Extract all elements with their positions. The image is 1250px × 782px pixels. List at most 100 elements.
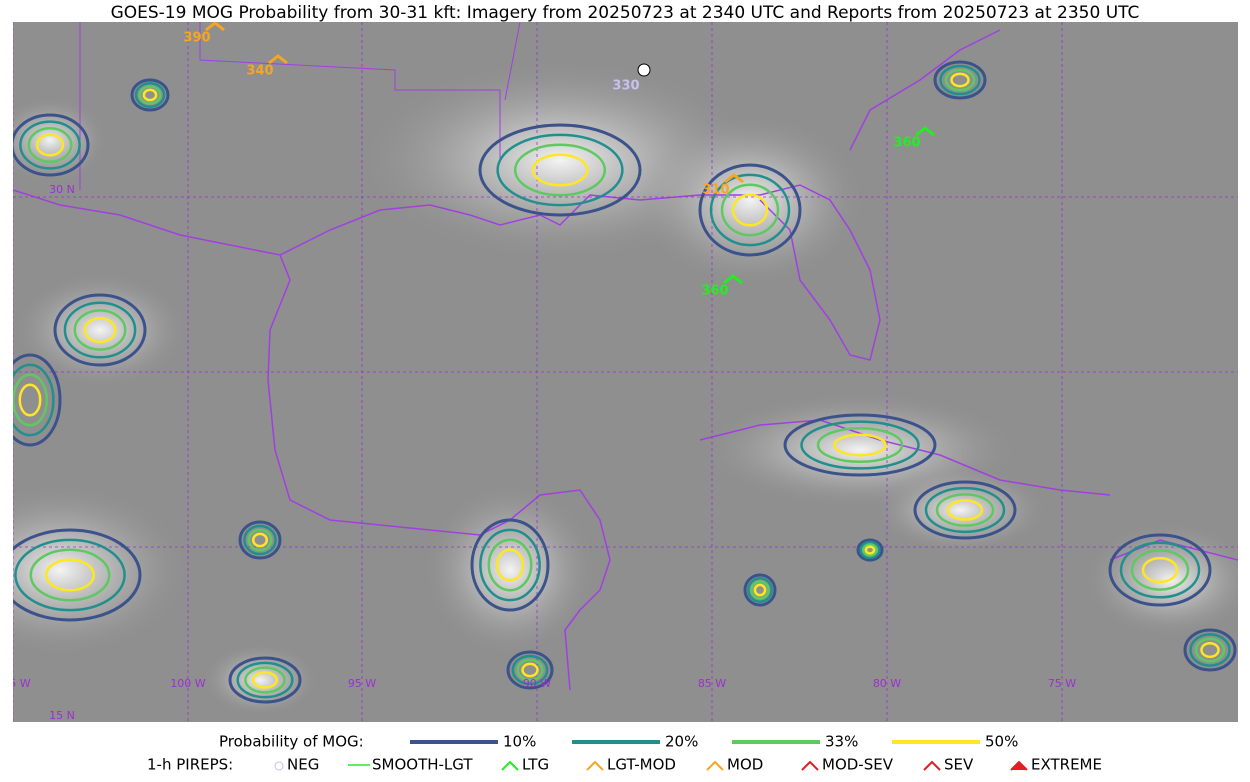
lat-label: 30 N [49, 183, 75, 196]
cuba-coastline [699, 419, 1238, 561]
contour [743, 573, 777, 607]
contour [753, 583, 767, 597]
contour [1130, 549, 1190, 591]
pirep-label: 390 [183, 31, 210, 46]
cloud [426, 486, 594, 654]
contour [138, 85, 162, 105]
contour [1108, 533, 1212, 607]
contour [13, 528, 142, 622]
contour [516, 658, 544, 682]
contour [720, 183, 780, 237]
contour [950, 72, 970, 88]
contour [935, 493, 995, 527]
contour [236, 661, 294, 699]
pirep-icon [915, 126, 935, 137]
cloud [1086, 524, 1238, 636]
pirep-icon [268, 54, 288, 65]
contour [1141, 556, 1179, 584]
legend-title: Probability of MOG: [219, 733, 364, 751]
contour [511, 654, 549, 686]
contour [247, 528, 273, 552]
contour [862, 543, 878, 557]
legend-icon [1010, 760, 1028, 771]
contour [513, 143, 607, 197]
contour [244, 666, 286, 694]
cloud [13, 486, 186, 654]
contour [228, 656, 302, 704]
legend-label: 20% [665, 733, 698, 751]
contour [487, 538, 533, 592]
contour [1194, 637, 1226, 663]
contour [27, 126, 73, 164]
contour [750, 580, 770, 600]
contour [800, 420, 920, 470]
contour [531, 153, 589, 187]
legend-label: EXTREME [1031, 756, 1102, 774]
cloud [876, 468, 1044, 552]
lon-label: 100 W [170, 677, 205, 690]
contour [747, 577, 773, 603]
contour [53, 293, 147, 367]
contour [495, 548, 525, 582]
pirep-label: 360 [701, 284, 728, 299]
contour [506, 650, 554, 690]
cloud [16, 274, 184, 386]
contour [856, 538, 884, 562]
contour [939, 64, 981, 96]
contour [14, 538, 126, 612]
contour [944, 68, 976, 92]
contour [29, 548, 111, 602]
legend-label: MOD [727, 756, 763, 774]
pirep-icon [723, 274, 743, 285]
map: 105 W 100 W 95 W 90 W 85 W 80 W 75 W 30 N 15 N 39… [0, 22, 1238, 722]
legend: Probability of MOG: 10% 20% 33% 50% 1-h PIREP… [147, 733, 1102, 774]
contour [816, 426, 904, 464]
legend-label: 10% [503, 733, 536, 751]
contour [63, 301, 137, 359]
contour [924, 486, 1006, 534]
contour [1119, 541, 1201, 599]
legend-label: LTG [522, 756, 549, 774]
legend-icon [801, 760, 819, 771]
contour [19, 120, 81, 170]
contour [478, 123, 642, 217]
title: GOES-19 MOG Probability from 30-31 kft: … [111, 3, 1140, 23]
pirep-icon [724, 173, 744, 184]
cloud [638, 116, 862, 284]
contour [238, 520, 282, 560]
pirep-label: 360 [893, 136, 920, 151]
legend-icon [274, 761, 284, 771]
contour [913, 480, 1017, 540]
contour [783, 413, 937, 477]
lon-label: 85 W [698, 677, 726, 690]
lon-label: 105 W [0, 677, 31, 690]
contour [946, 499, 984, 521]
contour [470, 518, 550, 612]
contour [251, 671, 279, 689]
contour [243, 524, 277, 556]
contour [73, 309, 127, 351]
lat-label: 15 N [49, 709, 75, 722]
contour [13, 373, 49, 427]
lon-label: 95 W [348, 677, 376, 690]
contour [1200, 641, 1220, 659]
contour [251, 532, 269, 548]
legend-icon [706, 760, 724, 771]
contour [35, 133, 65, 157]
contour [833, 433, 887, 457]
contour [18, 383, 42, 417]
contour [134, 82, 166, 108]
pirep-icon [205, 22, 225, 32]
contour [44, 558, 96, 592]
contour [13, 353, 62, 447]
pirep-label: 310 [702, 183, 729, 198]
legend-label: 33% [825, 733, 858, 751]
contour [142, 88, 158, 102]
neg-icon [637, 63, 651, 77]
coastline [13, 29, 1001, 691]
legend-label: 50% [985, 733, 1018, 751]
legend-label: LGT-MOD [607, 756, 676, 774]
legend-icon [586, 760, 604, 771]
contour [1183, 628, 1237, 672]
